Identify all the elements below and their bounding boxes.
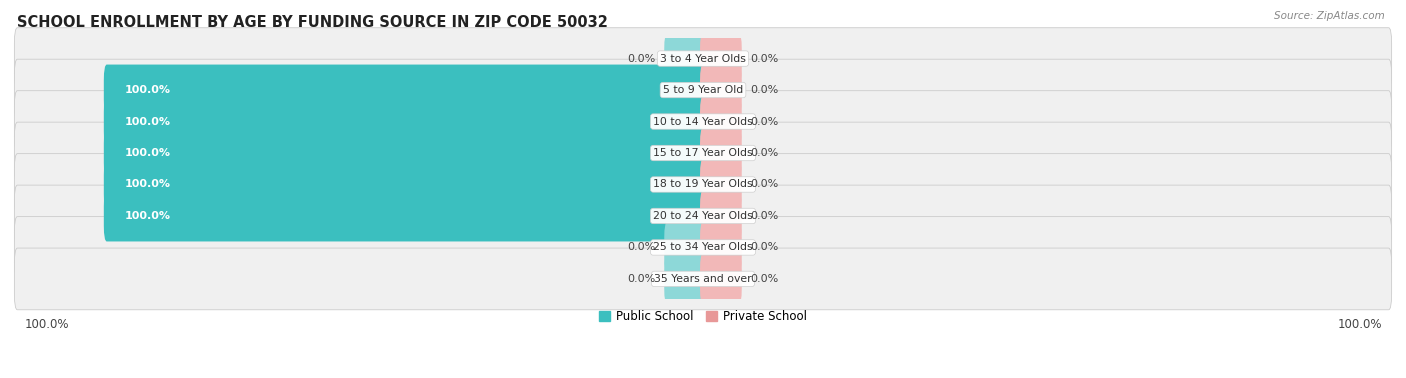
FancyBboxPatch shape bbox=[664, 222, 706, 273]
Text: 100.0%: 100.0% bbox=[125, 116, 170, 127]
Text: 0.0%: 0.0% bbox=[751, 85, 779, 95]
Text: 0.0%: 0.0% bbox=[751, 180, 779, 189]
FancyBboxPatch shape bbox=[14, 153, 1392, 215]
Text: 0.0%: 0.0% bbox=[751, 274, 779, 284]
FancyBboxPatch shape bbox=[14, 91, 1392, 152]
FancyBboxPatch shape bbox=[14, 59, 1392, 121]
Text: 100.0%: 100.0% bbox=[125, 148, 170, 158]
FancyBboxPatch shape bbox=[104, 159, 706, 210]
Text: 0.0%: 0.0% bbox=[751, 242, 779, 253]
Text: 100.0%: 100.0% bbox=[125, 85, 170, 95]
FancyBboxPatch shape bbox=[700, 96, 742, 147]
Text: 35 Years and over: 35 Years and over bbox=[654, 274, 752, 284]
FancyBboxPatch shape bbox=[700, 191, 742, 242]
Text: 0.0%: 0.0% bbox=[751, 54, 779, 64]
FancyBboxPatch shape bbox=[104, 191, 706, 242]
FancyBboxPatch shape bbox=[104, 96, 706, 147]
FancyBboxPatch shape bbox=[700, 33, 742, 84]
Text: 0.0%: 0.0% bbox=[627, 242, 655, 253]
Text: 25 to 34 Year Olds: 25 to 34 Year Olds bbox=[654, 242, 752, 253]
FancyBboxPatch shape bbox=[104, 127, 706, 178]
Text: 0.0%: 0.0% bbox=[751, 148, 779, 158]
FancyBboxPatch shape bbox=[14, 217, 1392, 278]
FancyBboxPatch shape bbox=[700, 253, 742, 304]
FancyBboxPatch shape bbox=[664, 33, 706, 84]
Text: 100.0%: 100.0% bbox=[24, 318, 69, 331]
FancyBboxPatch shape bbox=[14, 248, 1392, 310]
FancyBboxPatch shape bbox=[700, 127, 742, 178]
Text: 0.0%: 0.0% bbox=[751, 211, 779, 221]
Text: 15 to 17 Year Olds: 15 to 17 Year Olds bbox=[654, 148, 752, 158]
FancyBboxPatch shape bbox=[700, 65, 742, 116]
Text: 3 to 4 Year Olds: 3 to 4 Year Olds bbox=[659, 54, 747, 64]
Text: SCHOOL ENROLLMENT BY AGE BY FUNDING SOURCE IN ZIP CODE 50032: SCHOOL ENROLLMENT BY AGE BY FUNDING SOUR… bbox=[17, 15, 609, 30]
FancyBboxPatch shape bbox=[700, 159, 742, 210]
Text: Source: ZipAtlas.com: Source: ZipAtlas.com bbox=[1274, 11, 1385, 21]
FancyBboxPatch shape bbox=[14, 28, 1392, 90]
FancyBboxPatch shape bbox=[664, 253, 706, 304]
Text: 100.0%: 100.0% bbox=[125, 180, 170, 189]
Text: 0.0%: 0.0% bbox=[627, 274, 655, 284]
FancyBboxPatch shape bbox=[14, 122, 1392, 184]
Legend: Public School, Private School: Public School, Private School bbox=[593, 305, 813, 327]
Text: 5 to 9 Year Old: 5 to 9 Year Old bbox=[662, 85, 744, 95]
Text: 10 to 14 Year Olds: 10 to 14 Year Olds bbox=[654, 116, 752, 127]
Text: 18 to 19 Year Olds: 18 to 19 Year Olds bbox=[654, 180, 752, 189]
Text: 0.0%: 0.0% bbox=[751, 116, 779, 127]
Text: 0.0%: 0.0% bbox=[627, 54, 655, 64]
FancyBboxPatch shape bbox=[104, 65, 706, 116]
Text: 100.0%: 100.0% bbox=[1337, 318, 1382, 331]
Text: 20 to 24 Year Olds: 20 to 24 Year Olds bbox=[654, 211, 752, 221]
FancyBboxPatch shape bbox=[700, 222, 742, 273]
FancyBboxPatch shape bbox=[14, 185, 1392, 247]
Text: 100.0%: 100.0% bbox=[125, 211, 170, 221]
